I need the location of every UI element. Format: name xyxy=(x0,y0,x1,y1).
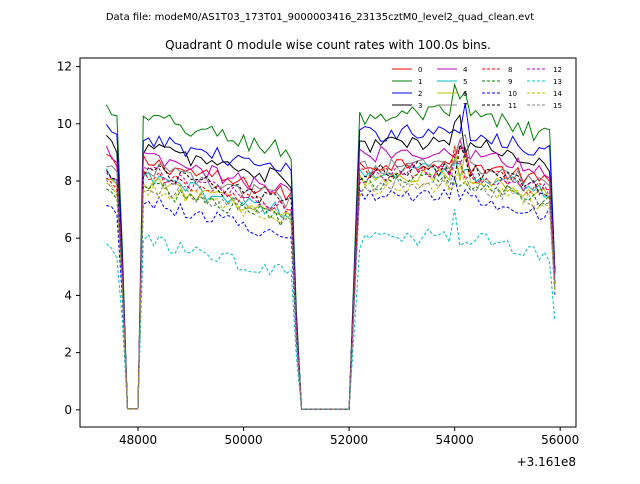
y-tick-label: 12 xyxy=(57,60,72,74)
series-line-1 xyxy=(105,82,556,410)
series-line-9 xyxy=(106,172,556,410)
x-tick-label: 50000 xyxy=(224,433,262,447)
legend-label: 1 xyxy=(418,78,422,86)
x-tick-label: 54000 xyxy=(436,433,474,447)
legend-label: 5 xyxy=(463,78,467,86)
series-line-11 xyxy=(105,142,556,410)
legend-item-3: 3 xyxy=(392,102,422,110)
legend-label: 2 xyxy=(418,90,422,98)
legend-label: 7 xyxy=(463,102,467,110)
legend-label: 15 xyxy=(553,102,562,110)
legend-item-12: 12 xyxy=(527,66,562,74)
legend-item-4: 4 xyxy=(437,66,468,74)
legend-item-7: 7 xyxy=(437,102,467,110)
legend-item-1: 1 xyxy=(392,78,422,86)
legend-label: 9 xyxy=(508,78,512,86)
x-axis-offset-label: +3.161e8 xyxy=(517,455,576,469)
y-tick-label: 10 xyxy=(57,117,72,131)
series-line-15 xyxy=(105,160,556,410)
series-line-6 xyxy=(106,145,556,410)
x-tick-label: 56000 xyxy=(541,433,579,447)
chart-title: Quadrant 0 module wise count rates with … xyxy=(165,38,491,52)
legend-item-5: 5 xyxy=(437,78,467,86)
series-line-12 xyxy=(106,152,556,410)
legend-item-9: 9 xyxy=(482,78,512,86)
legend-item-10: 10 xyxy=(482,90,517,98)
legend-label: 3 xyxy=(418,102,422,110)
legend-item-6: 6 xyxy=(437,90,468,98)
series-line-0 xyxy=(106,146,556,410)
series-line-10 xyxy=(106,177,556,410)
series-line-14 xyxy=(106,162,556,410)
y-tick-label: 8 xyxy=(64,174,72,188)
legend-item-11: 11 xyxy=(482,102,517,110)
legend-label: 10 xyxy=(508,90,517,98)
x-tick-label: 48000 xyxy=(119,433,157,447)
legend-item-15: 15 xyxy=(527,102,562,110)
series-lines xyxy=(105,82,556,410)
legend-label: 11 xyxy=(508,102,517,110)
legend-label: 6 xyxy=(463,90,468,98)
series-line-3 xyxy=(106,113,556,410)
figure-suptitle: Data file: modeM0/AS1T03_173T01_90000034… xyxy=(106,12,534,23)
x-axis: 48000 50000 52000 54000 56000 xyxy=(119,427,579,447)
series-line-2 xyxy=(105,103,556,410)
legend-item-14: 14 xyxy=(527,90,562,98)
y-tick-label: 6 xyxy=(64,231,72,245)
legend-item-8: 8 xyxy=(482,66,512,74)
legend-item-0: 0 xyxy=(392,66,422,74)
y-tick-label: 4 xyxy=(64,288,72,302)
legend-label: 14 xyxy=(553,90,562,98)
series-line-7 xyxy=(106,133,556,410)
x-tick-label: 52000 xyxy=(330,433,368,447)
series-line-5 xyxy=(105,157,556,410)
series-line-13 xyxy=(106,209,556,410)
legend-label: 13 xyxy=(553,78,562,86)
y-tick-label: 0 xyxy=(64,403,72,417)
legend-item-2: 2 xyxy=(392,90,422,98)
y-axis: 0 2 4 6 8 10 12 xyxy=(57,60,80,417)
axes-frame xyxy=(79,57,577,428)
legend-label: 0 xyxy=(418,66,422,74)
y-tick-label: 2 xyxy=(64,346,72,360)
legend-label: 8 xyxy=(508,66,512,74)
legend-label: 4 xyxy=(463,66,468,74)
legend-label: 12 xyxy=(553,66,562,74)
legend-item-13: 13 xyxy=(527,78,562,86)
